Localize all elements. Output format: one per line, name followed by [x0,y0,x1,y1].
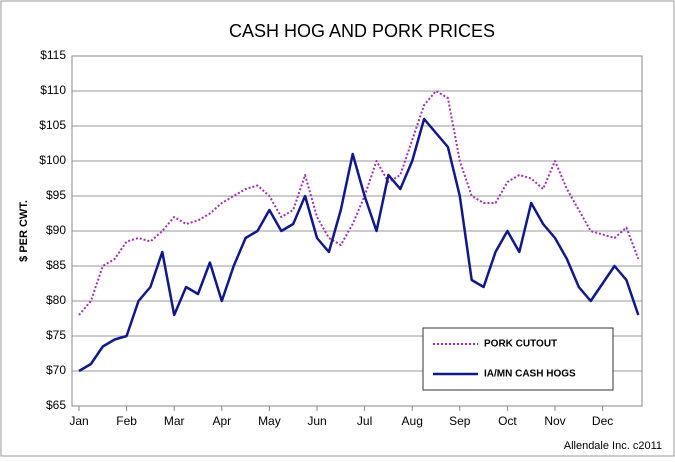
x-tick-label: Mar [164,414,185,428]
x-tick-label: Nov [544,414,565,428]
legend-label: PORK CUTOUT [484,339,557,350]
x-tick-label: May [258,414,281,428]
x-tick-label: Aug [402,414,423,428]
y-tick-label: $95 [46,188,66,202]
line-series [78,90,640,316]
y-tick-label: $110 [40,83,66,97]
x-tick-label: Feb [116,414,137,428]
y-axis-label: $ PER CWT. [18,200,30,262]
y-tick-label: $80 [46,293,66,307]
x-tick-label: Apr [212,414,231,428]
legend-box [422,327,614,391]
y-tick-label: $70 [46,363,66,377]
line-series [78,117,640,373]
y-tick-label: $115 [40,48,66,62]
x-tick-label: Oct [498,414,517,428]
y-tick-label: $90 [46,223,66,237]
chart-title: CASH HOG AND PORK PRICES [229,21,495,41]
x-tick-label: Sep [449,414,471,428]
y-tick-label: $105 [39,118,66,132]
plot-area [71,55,643,407]
y-tick-label: $75 [46,328,66,342]
x-tick-label: Dec [592,414,613,428]
legend-label: IA/MN CASH HOGS [484,369,576,380]
x-tick-label: Jun [307,414,326,428]
y-tick-label: $85 [46,258,66,272]
x-tick-label: Jan [69,414,88,428]
y-tick-label: $65 [46,398,66,412]
x-tick-label: Jul [357,414,372,428]
note: Allendale Inc. c2011 [564,440,662,452]
y-tick-label: $100 [39,153,66,167]
